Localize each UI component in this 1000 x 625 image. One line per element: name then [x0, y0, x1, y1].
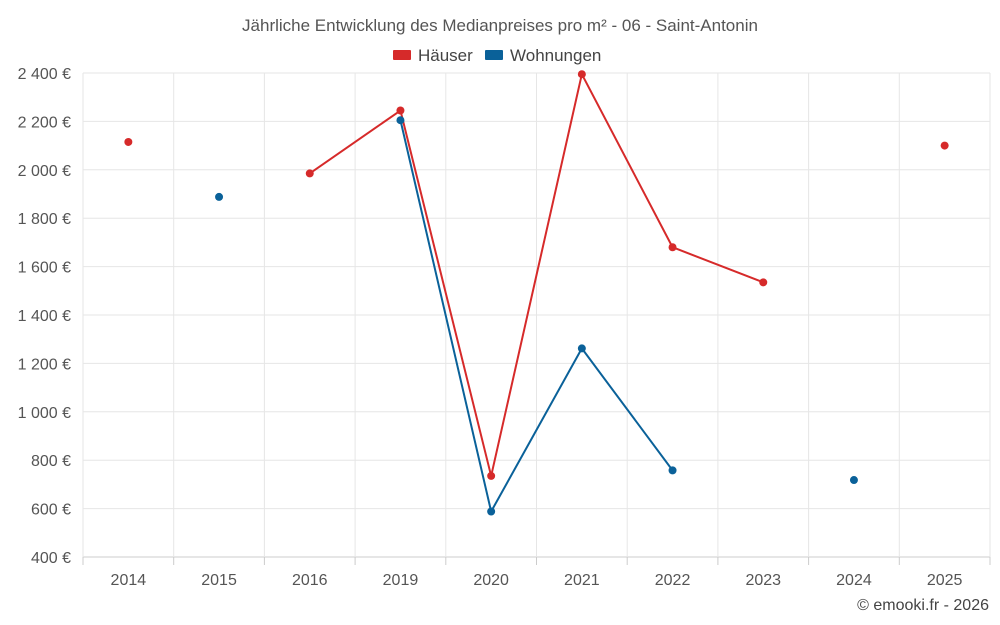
y-tick-label: 1 800 €	[18, 211, 71, 228]
y-tick-label: 800 €	[31, 453, 71, 470]
series-wohnungen-segment	[580, 347, 674, 472]
series-haeuser-point[interactable]	[577, 70, 586, 79]
y-tick-label: 2 400 €	[18, 66, 71, 83]
series-haeuser-segment	[580, 73, 674, 249]
x-tick-label: 2024	[836, 572, 872, 589]
legend-item-wohnungen[interactable]: Wohnungen	[485, 46, 601, 65]
legend-item-haeuser[interactable]: Häuser	[393, 46, 473, 65]
y-tick-label: 400 €	[31, 550, 71, 567]
x-tick-label: 2019	[383, 572, 419, 589]
series-haeuser-point[interactable]	[668, 243, 677, 252]
y-tick-label: 2 000 €	[18, 163, 71, 180]
y-tick-label: 1 000 €	[18, 405, 71, 422]
series-wohnungen-point[interactable]	[215, 192, 224, 201]
legend: Häuser Wohnungen	[393, 46, 601, 65]
y-tick-label: 1 600 €	[18, 260, 71, 277]
series-haeuser-point[interactable]	[940, 141, 949, 150]
series-wohnungen-point[interactable]	[849, 476, 858, 485]
series-wohnungen-segment	[490, 347, 583, 513]
series-haeuser-segment	[399, 109, 493, 477]
y-tick-label: 2 200 €	[18, 114, 71, 131]
credit-text: © emooki.fr - 2026	[857, 597, 989, 614]
series-haeuser-segment	[671, 246, 765, 284]
gridlines	[82, 72, 991, 565]
chart-title: Jährliche Entwicklung des Medianpreises …	[242, 16, 758, 35]
x-tick-label: 2021	[564, 572, 600, 589]
y-tick-label: 1 400 €	[18, 308, 71, 325]
x-tick-label: 2016	[292, 572, 328, 589]
series-wohnungen	[215, 116, 858, 516]
series-haeuser-point[interactable]	[124, 137, 133, 146]
series-haeuser	[124, 70, 949, 480]
legend-swatch-haeuser	[393, 50, 411, 60]
series-wohnungen-segment	[399, 119, 493, 513]
series-layer	[124, 70, 949, 516]
series-haeuser-point[interactable]	[759, 278, 768, 287]
series-haeuser-segment	[490, 73, 583, 477]
y-tick-label: 600 €	[31, 502, 71, 519]
legend-label-wohnungen: Wohnungen	[510, 46, 601, 65]
x-tick-label: 2014	[111, 572, 147, 589]
y-tick-label: 1 200 €	[18, 356, 71, 373]
series-haeuser-point[interactable]	[396, 106, 405, 115]
x-tick-label: 2025	[927, 572, 963, 589]
legend-swatch-wohnungen	[485, 50, 503, 60]
y-axis-ticks: 400 € 600 € 800 € 1 000 € 1 200 € 1 400 € 1 60…	[18, 66, 71, 567]
series-wohnungen-point[interactable]	[577, 344, 586, 353]
x-tick-label: 2023	[745, 572, 781, 589]
series-wohnungen-point[interactable]	[396, 116, 405, 125]
legend-label-haeuser: Häuser	[418, 46, 473, 65]
series-haeuser-point[interactable]	[305, 169, 314, 178]
x-axis-ticks: 2014 2015 2016 2019 2020 2021 2022 2023 2024 2025	[111, 572, 963, 589]
x-tick-label: 2022	[655, 572, 691, 589]
series-wohnungen-point[interactable]	[487, 507, 496, 516]
series-haeuser-point[interactable]	[487, 471, 496, 480]
x-tick-label: 2015	[201, 572, 237, 589]
x-tick-label: 2020	[473, 572, 509, 589]
series-wohnungen-point[interactable]	[668, 466, 677, 475]
series-haeuser-segment	[308, 109, 402, 175]
